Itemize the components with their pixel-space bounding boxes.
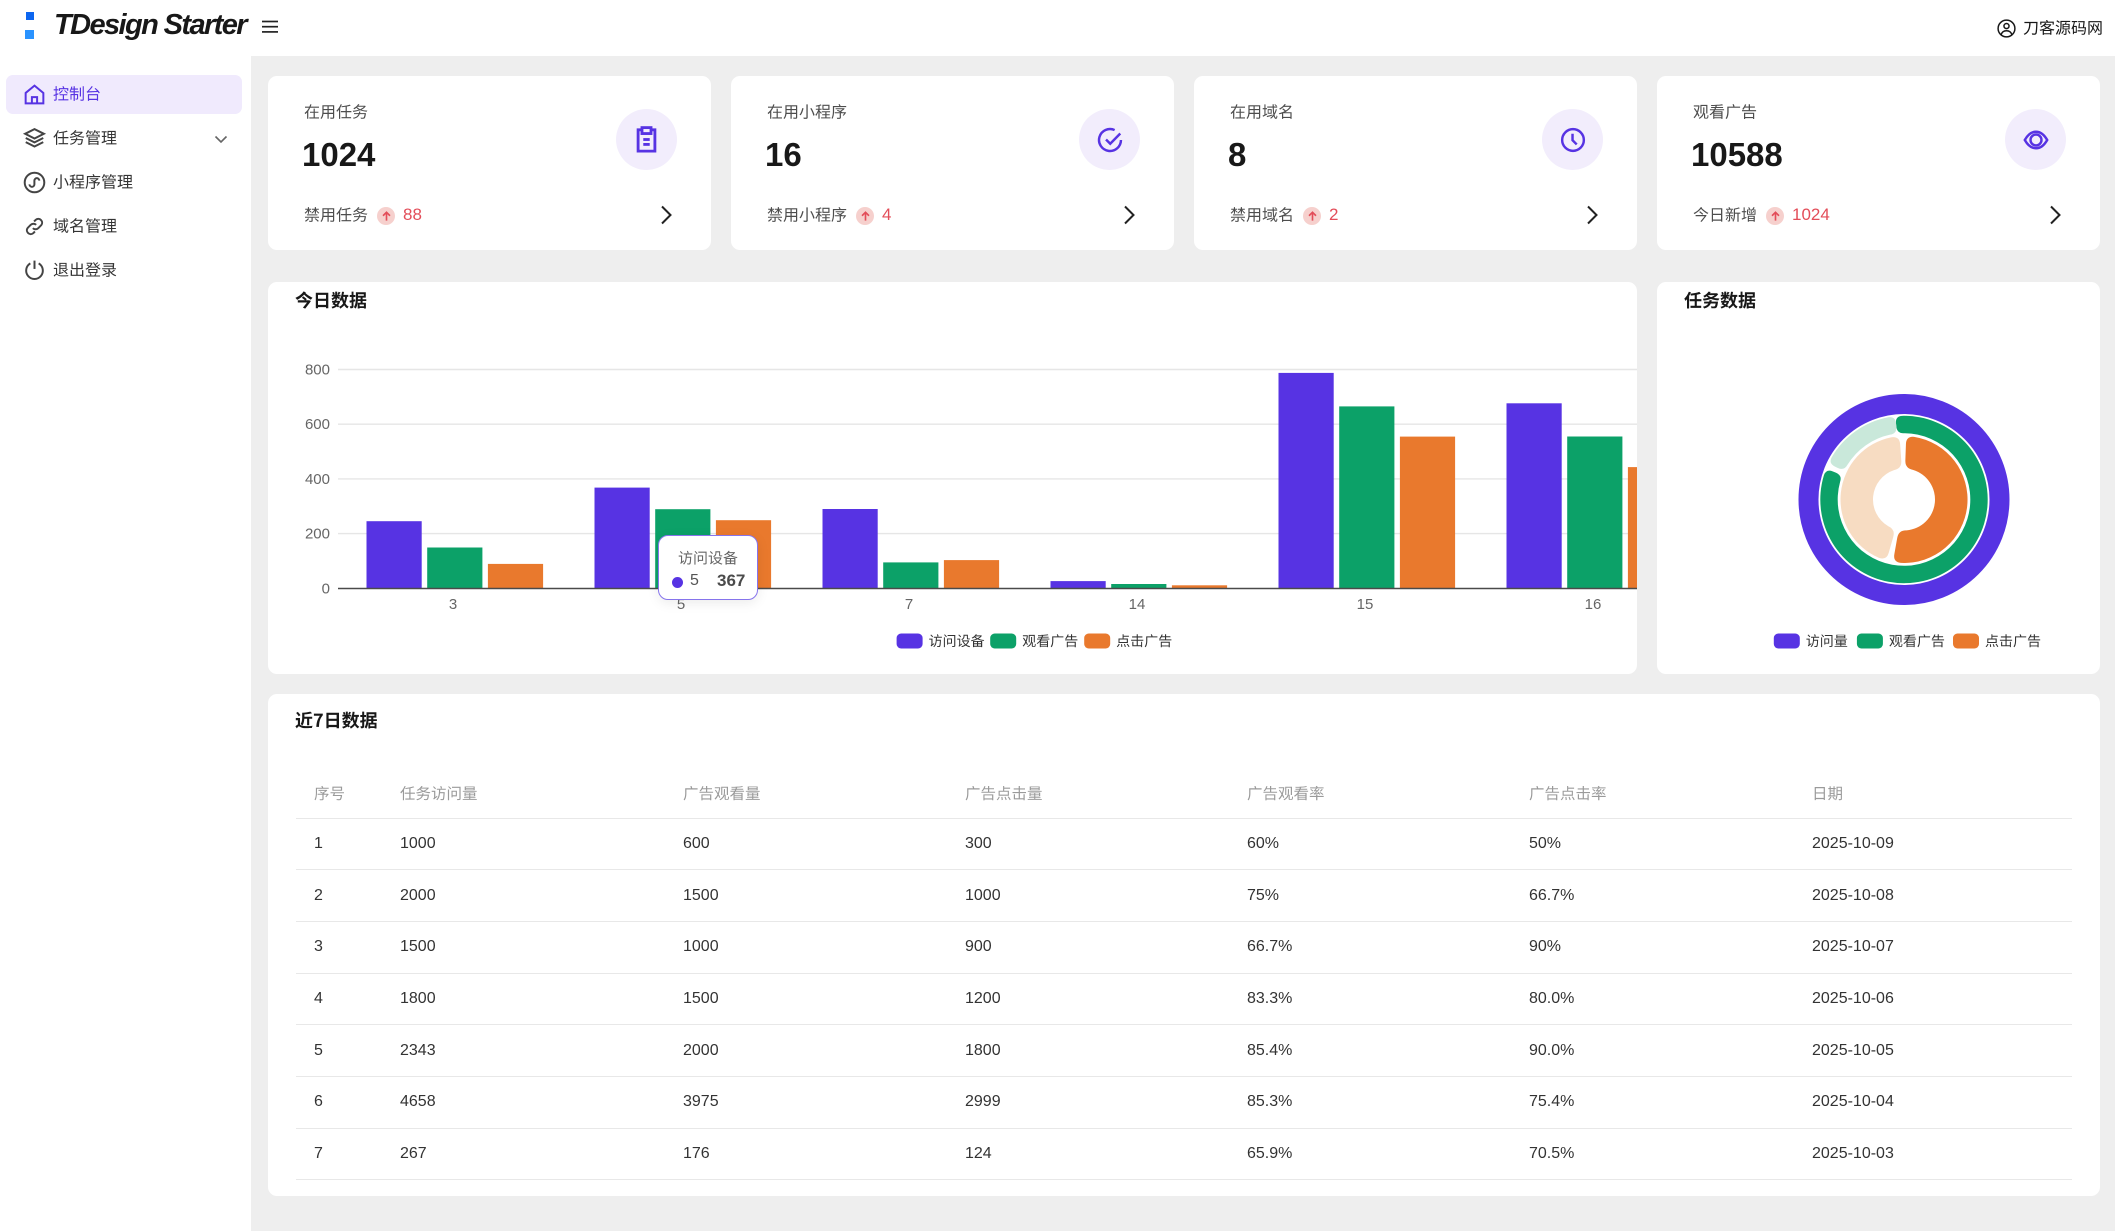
svg-text:15: 15 xyxy=(1357,596,1374,613)
svg-text:600: 600 xyxy=(305,416,330,433)
svg-text:16: 16 xyxy=(1585,596,1602,613)
svg-text:400: 400 xyxy=(305,471,330,488)
svg-text:3: 3 xyxy=(449,596,457,613)
svg-text:14: 14 xyxy=(1129,596,1146,613)
svg-text:7: 7 xyxy=(905,596,913,613)
svg-text:200: 200 xyxy=(305,526,330,543)
svg-text:0: 0 xyxy=(322,581,330,598)
svg-text:800: 800 xyxy=(305,362,330,379)
svg-text:5: 5 xyxy=(677,596,685,613)
